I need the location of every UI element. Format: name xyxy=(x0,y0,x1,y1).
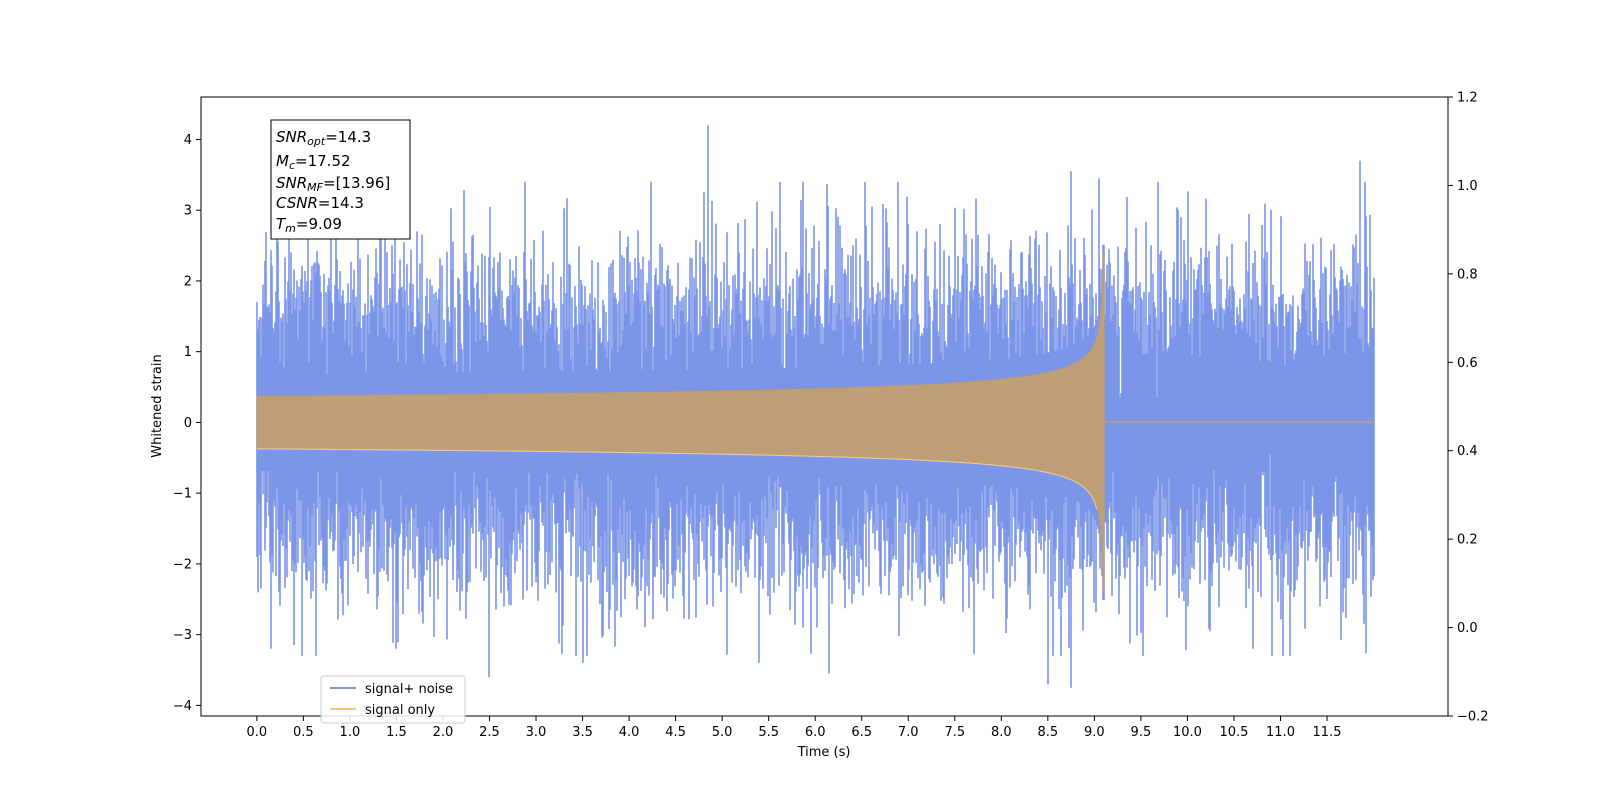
annotation-csnr: CSNR=14.3 xyxy=(276,194,364,212)
series-line-signal-only-wave xyxy=(257,448,1098,510)
y2-tick-label: 0.4 xyxy=(1457,444,1478,459)
y2-tick-label: 1.2 xyxy=(1457,91,1478,106)
x-tick-label: 0.0 xyxy=(246,725,267,740)
y-tick-label: −3 xyxy=(173,628,192,643)
x-tick-label: 3.0 xyxy=(526,725,547,740)
y-tick-label: 0 xyxy=(184,416,192,431)
x-tick-label: 5.5 xyxy=(758,725,779,740)
annotation-snr-opt: SNRopt=14.3 xyxy=(276,128,371,148)
x-tick-label: 3.5 xyxy=(572,725,593,740)
y2-tick-label: 0.0 xyxy=(1457,621,1478,636)
y-tick-label: 1 xyxy=(184,345,192,360)
x-tick-label: 2.0 xyxy=(433,725,454,740)
x-tick-label: 1.0 xyxy=(340,725,361,740)
annotation-mc: Mc=17.52 xyxy=(276,152,351,172)
x-tick-label: 9.0 xyxy=(1084,725,1105,740)
y-tick-label: 2 xyxy=(184,274,192,289)
x-tick-label: 0.5 xyxy=(293,725,314,740)
x-tick-label: 2.5 xyxy=(479,725,500,740)
x-tick-label: 4.0 xyxy=(619,725,640,740)
y-axis-left: −4 −3 −2 −1 0 1 2 3 4 xyxy=(173,133,201,714)
y2-tick-label: 0.2 xyxy=(1457,533,1478,548)
annotation-box: SNRopt=14.3 Mc=17.52 SNRMF=[13.96] CSNR=… xyxy=(270,119,411,240)
y-tick-label: −2 xyxy=(173,557,192,572)
x-tick-label: 11.0 xyxy=(1266,725,1295,740)
x-tick-label: 5.0 xyxy=(712,725,733,740)
x-tick-label: 11.5 xyxy=(1313,725,1342,740)
legend-label-signal-only: signal only xyxy=(365,703,435,718)
y-tick-label: −1 xyxy=(173,487,192,502)
y2-tick-label: −0.2 xyxy=(1457,710,1489,725)
x-tick-label: 8.0 xyxy=(991,725,1012,740)
y2-tick-label: 0.6 xyxy=(1457,356,1478,371)
legend-frame xyxy=(320,675,466,724)
x-axis: 0.0 0.5 1.0 1.5 2.0 2.5 3.0 3.5 4.0 4.5 5.0 5.5 6.0 6… xyxy=(246,716,1341,740)
x-tick-label: 8.5 xyxy=(1037,725,1058,740)
x-tick-label: 6.5 xyxy=(851,725,872,740)
y-tick-label: 4 xyxy=(184,133,192,148)
annotation-tm: Tm=9.09 xyxy=(276,215,342,235)
y-tick-label: −4 xyxy=(173,699,192,714)
legend-label-signal-noise: signal+ noise xyxy=(365,682,453,697)
x-tick-label: 9.5 xyxy=(1131,725,1152,740)
x-tick-label: 1.5 xyxy=(386,725,407,740)
x-tick-label: 6.0 xyxy=(805,725,826,740)
x-tick-label: 4.5 xyxy=(665,725,686,740)
y-tick-label: 3 xyxy=(184,204,192,219)
x-tick-label: 10.5 xyxy=(1219,725,1248,740)
annotation-box-frame xyxy=(270,119,411,240)
series-layer xyxy=(256,125,1375,688)
axes-frame xyxy=(200,96,1449,717)
y2-tick-label: 1.0 xyxy=(1457,179,1478,194)
y-axis-label: Whitened strain xyxy=(150,354,165,457)
y-axis-right: −0.2 0.0 0.2 0.4 0.6 0.8 1.0 1.2 xyxy=(1448,91,1489,725)
y2-tick-label: 0.8 xyxy=(1457,267,1478,282)
x-tick-label: 7.0 xyxy=(898,725,919,740)
x-axis-label: Time (s) xyxy=(797,745,851,760)
legend: signal+ noise signal only xyxy=(320,675,466,724)
x-tick-label: 7.5 xyxy=(944,725,965,740)
annotation-snr-mf: SNRMF=[13.96] xyxy=(276,174,390,194)
x-tick-label: 10.0 xyxy=(1173,725,1202,740)
